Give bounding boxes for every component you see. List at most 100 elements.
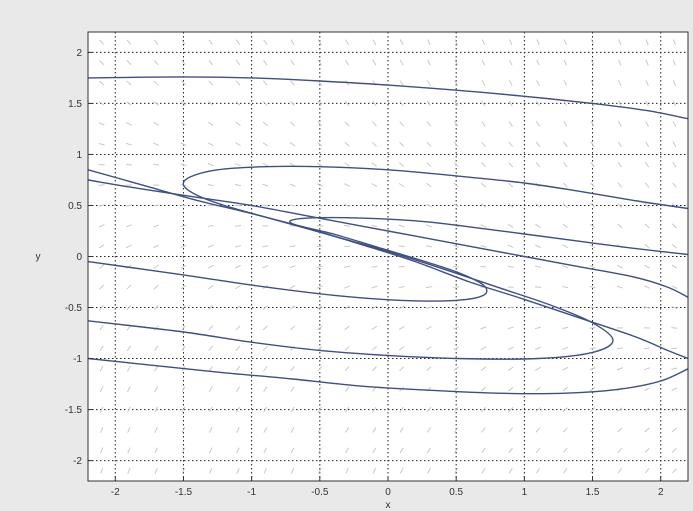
vector-arrow (372, 406, 377, 413)
vector-arrow (262, 204, 269, 207)
vector-arrow (508, 162, 514, 168)
vector-arrow (671, 285, 678, 289)
vector-arrow (317, 100, 323, 107)
vector-arrow (589, 265, 596, 269)
vector-arrow (508, 386, 514, 392)
vector-arrow (180, 284, 187, 290)
vector-arrow (507, 223, 514, 228)
vector-arrow (644, 223, 650, 229)
vector-arrow (535, 162, 541, 168)
vector-arrow (644, 306, 651, 309)
vector-arrow (426, 427, 432, 433)
vector-arrow (645, 59, 649, 66)
vector-arrow (127, 427, 131, 433)
vector-arrow (617, 182, 623, 188)
vector-arrow (208, 284, 214, 290)
vector-arrow (317, 121, 323, 127)
vector-arrow (481, 162, 486, 168)
y-tick-label: -2 (73, 456, 82, 467)
vector-arrow (562, 407, 568, 412)
vector-arrow (399, 162, 405, 167)
vector-arrow (263, 467, 267, 474)
vector-arrow (208, 406, 213, 413)
vector-arrow (507, 346, 514, 351)
vector-arrow (372, 39, 377, 46)
vector-arrow (125, 163, 132, 166)
vector-arrow (208, 80, 214, 86)
vector-arrow (589, 387, 596, 392)
vector-arrow (263, 447, 268, 454)
contour-line-1 (88, 76, 688, 120)
vector-arrow (563, 80, 568, 86)
vector-arrow (398, 325, 405, 330)
vector-arrow (425, 286, 432, 289)
vector-arrow (262, 121, 268, 127)
vector-arrow (371, 366, 377, 372)
vector-arrow (534, 286, 542, 288)
vector-arrow (344, 406, 350, 413)
vector-arrow (453, 386, 459, 392)
vector-arrow (536, 80, 540, 86)
vector-arrow (426, 100, 432, 107)
x-tick-label: -1.5 (175, 487, 193, 498)
vector-arrow (617, 202, 623, 208)
vector-arrow (480, 224, 487, 228)
vector-arrow (399, 406, 404, 413)
vector-arrow (644, 367, 651, 371)
vector-arrow (454, 100, 459, 107)
vector-arrow (154, 406, 158, 413)
contour-line-5 (88, 179, 688, 298)
vector-arrow (290, 345, 295, 351)
vector-arrow (453, 406, 459, 413)
x-tick-label: 2 (658, 487, 664, 498)
vector-arrow (535, 141, 541, 147)
vector-arrow (618, 59, 622, 66)
vector-arrow (508, 203, 514, 208)
vector-arrow (617, 223, 623, 229)
x-axis-label: x (386, 500, 391, 511)
vector-arrow (371, 203, 378, 208)
vector-arrow (454, 467, 459, 474)
vector-arrow (672, 80, 677, 86)
vector-arrow (481, 141, 486, 147)
vector-arrow (589, 285, 596, 289)
vector-arrow (235, 100, 241, 106)
vector-arrow (427, 467, 431, 474)
vector-arrow (453, 427, 459, 433)
vector-arrow (508, 182, 514, 188)
vector-arrow (98, 244, 105, 249)
contour-line-3 (88, 216, 688, 302)
vector-arrow (480, 306, 487, 309)
vector-arrow (99, 60, 105, 66)
vector-arrow (372, 447, 377, 454)
vector-arrow (671, 327, 678, 329)
vector-arrow (263, 39, 268, 46)
vector-arrow (454, 39, 458, 46)
vector-arrow (153, 142, 160, 146)
vector-arrow (262, 142, 269, 147)
vector-arrow (344, 325, 350, 331)
vector-arrow (372, 467, 377, 474)
vector-arrow (344, 141, 350, 147)
vector-arrow (534, 326, 542, 330)
vector-arrow (399, 59, 404, 66)
vector-arrow (590, 59, 595, 66)
vector-arrow (453, 203, 459, 208)
vector-arrow (590, 39, 595, 46)
vector-arrow (154, 345, 159, 352)
vector-arrow (344, 265, 351, 268)
vector-arrow (234, 183, 242, 187)
vector-arrow (181, 467, 186, 474)
vector-arrow (453, 366, 459, 372)
y-tick-label: -1.5 (65, 405, 83, 416)
vector-arrow (508, 407, 514, 413)
vector-arrow (316, 285, 323, 289)
vector-arrow (290, 80, 295, 86)
vector-arrow (427, 39, 431, 46)
vector-arrow (208, 345, 213, 352)
vector-arrow (153, 101, 159, 106)
vector-arrow (289, 183, 296, 187)
vector-arrow (426, 447, 431, 454)
vector-arrow (154, 365, 159, 372)
